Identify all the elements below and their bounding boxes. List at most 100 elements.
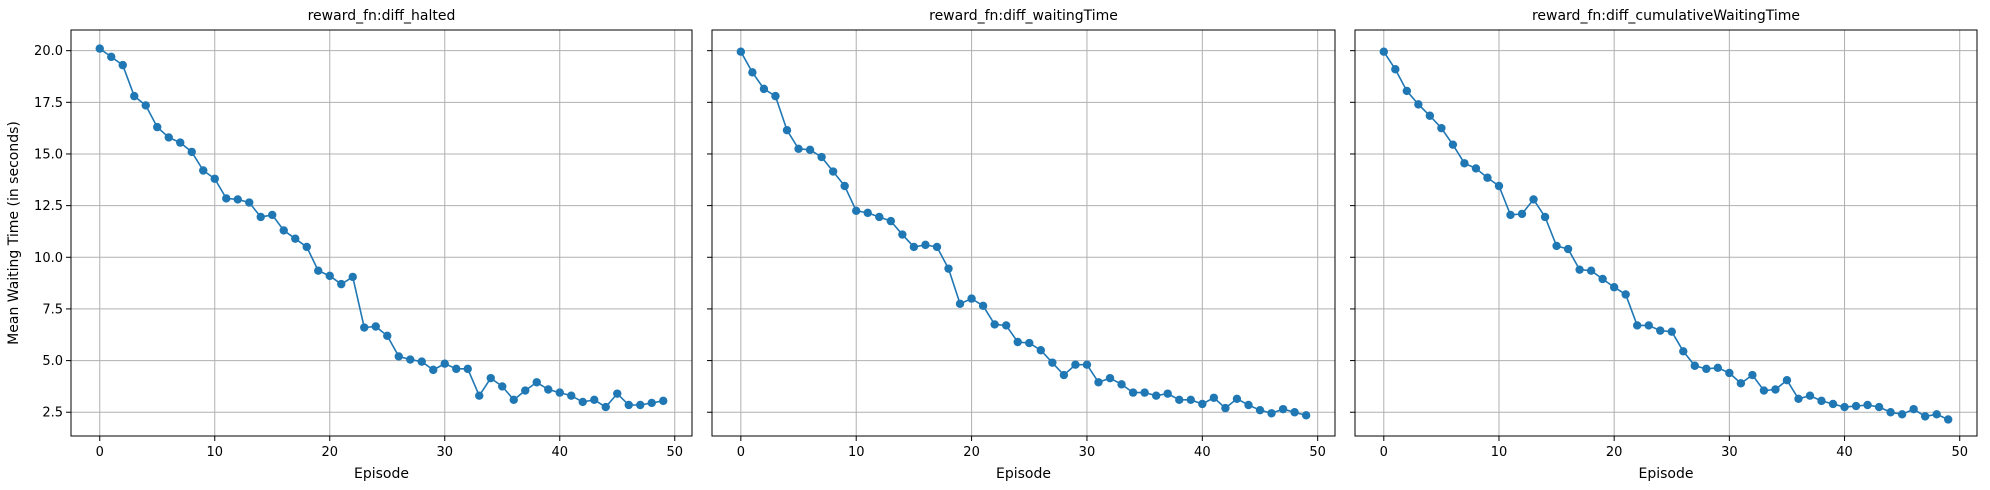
data-point: [383, 331, 392, 340]
x-tick-label: 40: [1836, 445, 1853, 460]
x-tick-label: 0: [1380, 445, 1388, 460]
data-point: [279, 226, 288, 235]
data-point: [509, 395, 518, 405]
data-point: [1633, 321, 1642, 330]
subplot-title: reward_fn:diff_halted: [308, 8, 456, 24]
x-tick-label: 50: [1309, 445, 1326, 460]
data-point: [555, 388, 564, 397]
data-point: [1105, 373, 1115, 383]
data-point: [932, 242, 942, 252]
data-point: [544, 385, 553, 394]
data-point: [521, 386, 530, 395]
data-point: [659, 396, 668, 406]
x-tick-label: 10: [206, 445, 223, 460]
data-point: [1483, 173, 1492, 182]
data-point: [1863, 400, 1872, 410]
data-point: [1048, 358, 1057, 367]
data-point: [1128, 388, 1138, 397]
data-point: [805, 145, 815, 155]
data-point: [759, 84, 769, 94]
x-tick-label: 0: [96, 445, 104, 460]
x-axis-label: Episode: [1639, 466, 1694, 482]
data-point: [1759, 386, 1769, 395]
data-point: [601, 402, 610, 412]
data-point: [1025, 338, 1034, 348]
data-point: [1494, 181, 1504, 191]
data-point: [1679, 347, 1688, 356]
subplot-title: reward_fn:diff_waitingTime: [929, 8, 1118, 24]
x-tick-label: 20: [963, 445, 980, 460]
data-point: [978, 301, 988, 311]
data-point: [153, 122, 162, 132]
data-point: [1886, 408, 1895, 417]
data-point: [1425, 111, 1435, 120]
x-tick-label: 50: [666, 445, 683, 460]
data-point: [337, 279, 346, 289]
data-point: [898, 230, 907, 239]
data-point: [1186, 395, 1195, 405]
plot-frame: [1354, 29, 1978, 437]
data-point: [1851, 401, 1861, 411]
data-point: [1932, 410, 1941, 419]
data-point: [486, 373, 495, 383]
data-point: [852, 206, 861, 215]
y-tick-label: 10.0: [34, 251, 63, 266]
data-point: [1232, 394, 1242, 404]
data-point: [245, 198, 254, 207]
data-point: [440, 359, 449, 368]
data-point: [1198, 399, 1207, 409]
data-point: [118, 60, 127, 70]
data-point: [176, 138, 185, 147]
data-point: [1094, 378, 1103, 387]
data-point: [95, 44, 104, 53]
data-point: [1897, 410, 1907, 419]
data-point: [1529, 195, 1538, 204]
data-point: [1036, 346, 1046, 355]
data-point: [886, 216, 896, 226]
shared-y-axis-label: Mean Waiting Time (in seconds): [6, 121, 22, 345]
x-tick-label: 30: [1721, 445, 1738, 460]
data-point: [130, 91, 139, 101]
data-point: [967, 294, 976, 303]
data-point: [463, 364, 472, 374]
series-line: [1383, 51, 1949, 421]
data-point: [1140, 388, 1149, 397]
data-point: [1563, 244, 1573, 254]
data-point: [1725, 368, 1734, 378]
data-point: [736, 47, 746, 56]
data-point: [371, 322, 380, 331]
data-point: [233, 195, 242, 204]
x-tick-label: 10: [848, 445, 865, 460]
y-tick-label: 5.0: [42, 354, 63, 369]
y-tick-label: 7.5: [42, 302, 63, 317]
subplot-1: 0 10 20 30 40 50 2.5 5.0 7.5 10.0 12.5 15.0 17.5 20.0…: [34, 8, 693, 482]
data-point: [955, 299, 965, 308]
x-tick-label: 40: [1194, 445, 1211, 460]
data-point: [429, 365, 438, 375]
data-point: [1278, 404, 1288, 414]
data-point: [1517, 209, 1527, 219]
x-tick-label: 20: [1606, 445, 1623, 460]
subplot-title: reward_fn:diff_cumulativeWaitingTime: [1532, 8, 1800, 24]
data-point: [1782, 376, 1792, 385]
data-point: [107, 52, 116, 62]
data-point: [348, 272, 357, 282]
data-point: [1540, 212, 1550, 222]
data-point: [782, 126, 792, 135]
data-point: [828, 167, 838, 176]
data-point: [1221, 403, 1230, 413]
data-point: [990, 320, 999, 329]
data-point: [1151, 391, 1161, 400]
data-point: [1391, 65, 1400, 74]
data-point: [1001, 321, 1011, 330]
data-point: [1702, 364, 1711, 374]
data-point: [1414, 100, 1423, 109]
data-point: [1071, 360, 1080, 369]
data-point: [1402, 86, 1412, 96]
data-point: [291, 234, 300, 243]
x-tick-label: 30: [1079, 445, 1096, 460]
data-point: [1920, 412, 1930, 421]
data-point: [325, 271, 334, 281]
data-point: [1163, 389, 1172, 398]
data-point: [944, 264, 953, 273]
